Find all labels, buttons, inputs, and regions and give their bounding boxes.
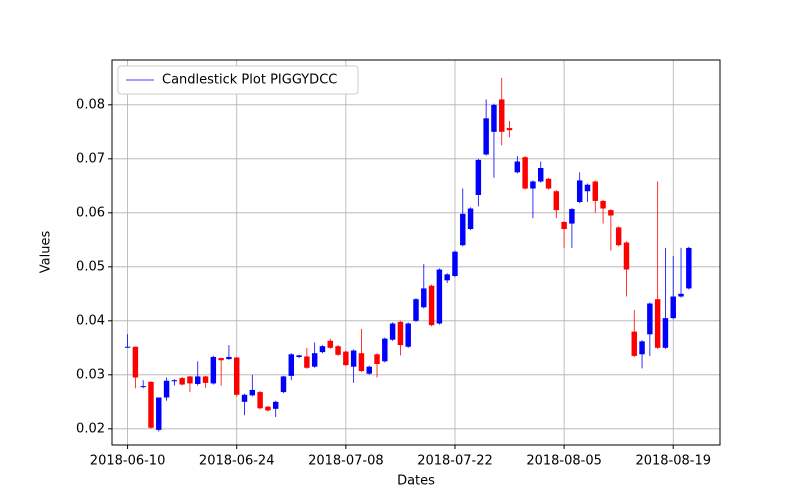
candle-body — [343, 351, 349, 366]
candle-body — [319, 346, 326, 353]
candle-body — [272, 401, 279, 409]
candle-body — [483, 118, 489, 155]
candle-body — [156, 397, 162, 430]
candle-body — [171, 380, 178, 382]
candle-body — [499, 99, 505, 132]
candle-body — [413, 299, 419, 321]
candle-body — [421, 288, 427, 308]
x-tick-label: 2018-08-05 — [526, 454, 602, 469]
candle-body — [257, 392, 263, 409]
candle-body — [350, 350, 357, 367]
y-tick-label: 0.02 — [76, 421, 105, 436]
candle-body — [522, 157, 528, 189]
candle-body — [296, 355, 302, 357]
candle-body — [397, 321, 404, 346]
candle-body — [202, 376, 209, 383]
plot-frame — [111, 59, 721, 446]
x-axis-label: Dates — [397, 474, 435, 489]
candle-body — [241, 394, 248, 402]
candle-body — [233, 357, 240, 395]
candle-body — [335, 346, 341, 355]
candle-body — [530, 181, 536, 189]
candle-body — [249, 389, 256, 396]
x-tick-label: 2018-07-22 — [417, 454, 493, 469]
candle-body — [639, 341, 645, 355]
candle-body — [163, 380, 170, 398]
candle-body — [428, 285, 435, 326]
x-tick-label: 2018-06-10 — [90, 454, 166, 469]
candle-body — [405, 323, 411, 347]
candle-body — [475, 159, 482, 195]
candle-body — [654, 299, 661, 348]
candle-body — [514, 161, 521, 173]
candle-body — [592, 181, 599, 201]
candle-body — [374, 354, 380, 365]
y-axis-label: Values — [39, 231, 54, 274]
candle-body — [623, 242, 630, 270]
candle-body — [304, 356, 310, 368]
candle-body — [140, 386, 146, 388]
candle-body — [537, 167, 544, 182]
candle-body — [561, 221, 567, 230]
y-tick-label: 0.07 — [76, 151, 105, 166]
candle-body — [452, 251, 458, 276]
candle-body — [280, 376, 287, 393]
candle-body — [686, 247, 692, 289]
candle-body — [584, 184, 591, 192]
candle-body — [311, 353, 318, 367]
candle-body — [631, 331, 637, 356]
candle-body — [210, 356, 217, 384]
x-tick-label: 2018-06-24 — [199, 454, 275, 469]
candle-body — [467, 208, 474, 230]
x-tick-label: 2018-07-08 — [308, 454, 384, 469]
y-tick-label: 0.08 — [76, 97, 105, 112]
candle-body — [600, 200, 606, 209]
candle-body — [506, 128, 513, 131]
x-tick-label: 2018-08-19 — [635, 454, 711, 469]
candle-body — [615, 227, 622, 246]
candle-body — [608, 210, 614, 216]
y-tick-label: 0.03 — [76, 367, 105, 382]
candle-body — [678, 293, 684, 297]
candle-body — [226, 356, 232, 360]
candle-body — [553, 191, 560, 211]
legend-label: Candlestick Plot PIGGYDCC — [162, 73, 337, 88]
y-tick-label: 0.06 — [76, 205, 105, 220]
candle-body — [662, 318, 669, 348]
candle-body — [670, 296, 676, 319]
candle-body — [444, 274, 450, 281]
candle-body — [148, 381, 154, 428]
y-tick-label: 0.04 — [76, 313, 105, 328]
candle-body — [647, 303, 653, 335]
candle-body — [195, 376, 201, 384]
candle-body — [288, 354, 295, 376]
candle-body — [179, 378, 185, 385]
candle-body — [358, 353, 365, 372]
candle-body — [389, 323, 396, 340]
candle-body — [366, 366, 372, 374]
candle-body — [569, 209, 575, 224]
y-tick-label: 0.05 — [76, 259, 105, 274]
candle-body — [460, 213, 466, 246]
legend-box — [117, 65, 359, 95]
candle-body — [132, 346, 139, 378]
candle-body — [327, 340, 333, 348]
candle-body — [576, 180, 583, 203]
candle-body — [545, 178, 552, 189]
candle-body — [436, 269, 443, 324]
candle-body — [187, 376, 193, 384]
candle-body — [382, 338, 388, 362]
candle-body — [491, 104, 497, 132]
candle-body — [265, 406, 271, 411]
candle-body — [124, 346, 131, 348]
candle-body — [218, 358, 224, 361]
